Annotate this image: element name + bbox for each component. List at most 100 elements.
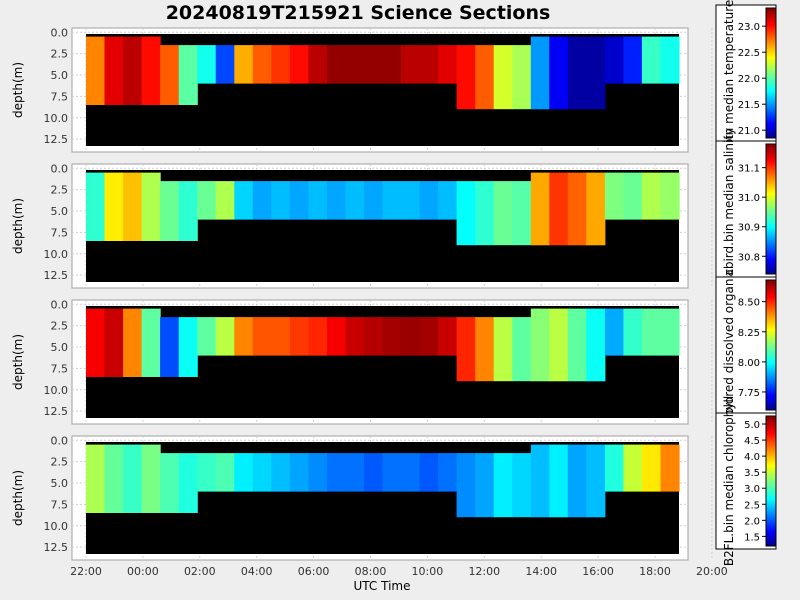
- data-column: [660, 308, 680, 356]
- y-axis-label: depth(m): [11, 198, 25, 254]
- data-column: [530, 444, 550, 518]
- data-column: [438, 453, 458, 492]
- x-tick-label: 02:00: [184, 565, 216, 578]
- data-column: [475, 45, 495, 110]
- data-column: [104, 172, 124, 241]
- data-column: [160, 45, 180, 105]
- data-column: [641, 36, 661, 84]
- data-column: [530, 172, 550, 246]
- colorbar-tick-label: 2.0: [744, 516, 760, 527]
- data-column: [475, 181, 495, 246]
- y-tick-label: 10.0: [44, 112, 69, 125]
- data-column: [178, 45, 198, 105]
- x-tick-label: 08:00: [355, 565, 387, 578]
- data-column: [623, 36, 643, 84]
- x-tick-label: 16:00: [582, 565, 614, 578]
- data-column: [234, 453, 254, 492]
- x-tick-label: 18:00: [639, 565, 671, 578]
- data-column: [160, 317, 180, 377]
- data-column: [512, 453, 532, 518]
- data-column: [271, 181, 291, 220]
- data-column: [308, 317, 328, 356]
- colorbar-tick-label: 22.0: [738, 74, 760, 85]
- colorbar-tick-label: 31.1: [738, 164, 760, 175]
- colorbar-tick-label: 5.0: [744, 420, 760, 431]
- colorbar-label: B2FL.bin median chlorophyll: [722, 396, 736, 566]
- data-column: [456, 453, 476, 518]
- y-tick-label: 5.0: [51, 69, 69, 82]
- x-tick-label: 00:00: [127, 565, 159, 578]
- y-tick-label: 10.0: [44, 520, 69, 533]
- data-column: [123, 444, 143, 513]
- data-column: [364, 453, 384, 492]
- colorbar-tick-label: 3.5: [744, 468, 760, 479]
- colorbar-tick-label: 4.5: [744, 436, 760, 447]
- data-column: [660, 444, 680, 492]
- colorbar-tick-label: 23.0: [738, 22, 760, 33]
- data-column: [586, 172, 606, 246]
- data-column: [623, 444, 643, 492]
- data-column: [289, 181, 309, 220]
- data-column: [641, 172, 661, 220]
- data-column: [86, 36, 106, 105]
- data-column: [512, 317, 532, 382]
- y-tick-label: 2.5: [51, 48, 69, 61]
- data-column: [419, 317, 439, 356]
- data-column: [586, 308, 606, 382]
- data-column: [364, 45, 384, 84]
- y-tick-label: 10.0: [44, 384, 69, 397]
- data-column: [160, 453, 180, 513]
- data-column: [271, 317, 291, 356]
- y-tick-label: 12.5: [44, 541, 69, 554]
- y-axis-label: depth(m): [11, 334, 25, 390]
- data-column: [364, 181, 384, 220]
- data-column: [86, 172, 106, 241]
- colorbar-tick-label: 21.0: [738, 126, 760, 137]
- data-column: [252, 317, 272, 356]
- x-axis-label: UTC Time: [354, 579, 411, 593]
- data-column: [104, 36, 124, 105]
- y-tick-label: 5.0: [51, 205, 69, 218]
- data-column: [660, 36, 680, 84]
- data-column: [345, 45, 365, 84]
- y-tick-label: 12.5: [44, 405, 69, 418]
- data-column: [623, 308, 643, 356]
- panel-1: 0.0 2.5 5.0 7.5 10.0 12.5 depth(m) 21.0 21.5 22.0…: [11, 0, 777, 153]
- data-column: [123, 172, 143, 241]
- y-tick-label: 7.5: [51, 90, 69, 103]
- y-tick-label: 2.5: [51, 456, 69, 469]
- data-column: [419, 45, 439, 84]
- colorbar: [765, 143, 777, 275]
- figure-title: 20240819T215921 Science Sections: [166, 2, 551, 24]
- data-column: [493, 453, 513, 518]
- data-column: [197, 453, 217, 492]
- y-tick-label: 5.0: [51, 477, 69, 490]
- data-column: [86, 444, 106, 513]
- data-column: [401, 45, 421, 84]
- data-column: [623, 172, 643, 220]
- data-column: [567, 172, 587, 246]
- colorbar-tick-label: 22.5: [738, 48, 760, 59]
- y-tick-label: 0.0: [51, 298, 69, 311]
- y-tick-label: 0.0: [51, 162, 69, 175]
- data-column: [475, 453, 495, 518]
- colorbar-tick-label: 3.0: [744, 484, 760, 495]
- data-column: [197, 317, 217, 356]
- data-column: [308, 45, 328, 84]
- data-column: [438, 45, 458, 84]
- data-column: [326, 317, 346, 356]
- data-column: [215, 317, 235, 356]
- x-tick-label: 22:00: [70, 565, 102, 578]
- data-column: [419, 453, 439, 492]
- data-column: [345, 453, 365, 492]
- colorbar-tick-label: 8.50: [738, 298, 760, 309]
- data-column: [456, 181, 476, 246]
- data-column: [234, 317, 254, 356]
- y-tick-label: 5.0: [51, 341, 69, 354]
- data-column: [438, 181, 458, 220]
- data-column: [271, 453, 291, 492]
- data-column: [419, 181, 439, 220]
- data-column: [308, 453, 328, 492]
- data-column: [549, 172, 569, 246]
